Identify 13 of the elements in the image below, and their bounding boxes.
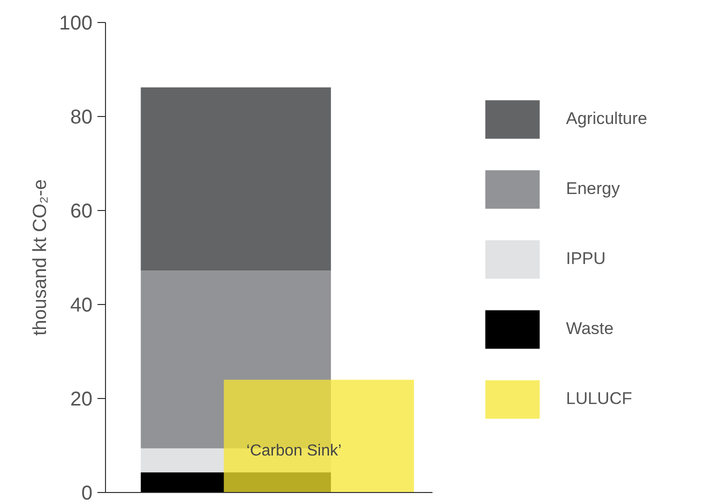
annotation: ‘Carbon Sink’ (246, 442, 342, 460)
legend-label: LULUCF (566, 389, 632, 409)
legend-label: IPPU (566, 249, 606, 269)
y-tick-label: 0 (81, 482, 92, 504)
legend-label: Energy (566, 179, 620, 199)
legend-label: Waste (566, 319, 614, 339)
y-tick-label: 40 (70, 294, 93, 316)
y-tick-label: 80 (70, 106, 93, 128)
y-tick-label: 100 (59, 12, 93, 34)
y-tick-label: 60 (70, 200, 93, 222)
y-tick-label: 20 (70, 388, 93, 410)
legend-label: Agriculture (566, 109, 648, 129)
y-axis-title: thousand kt CO₂-e (30, 179, 52, 336)
